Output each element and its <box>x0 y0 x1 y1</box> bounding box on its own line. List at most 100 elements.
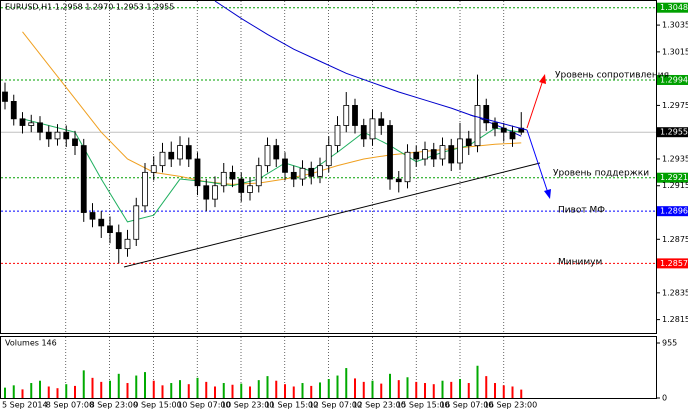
y-tick-label: 1.3035 <box>662 21 688 30</box>
level-box <box>657 127 688 138</box>
candle-body <box>98 218 105 227</box>
level-box <box>657 258 688 269</box>
candle-body <box>387 125 393 180</box>
plot <box>2 0 525 398</box>
candle-body <box>229 171 236 180</box>
x-tick-label: 12 Sep 07:00 <box>309 401 362 410</box>
annotation: Минимум <box>558 258 602 268</box>
x-tick-label: 10 Sep 07:00 <box>177 401 230 410</box>
arrow-down-head <box>544 189 551 199</box>
x-tick-label: 12 Sep 23:00 <box>352 401 405 410</box>
candle-body <box>89 212 96 220</box>
candle-body <box>422 149 428 160</box>
candle-body <box>124 238 131 250</box>
candle-body <box>63 131 70 140</box>
candle-body <box>45 131 52 140</box>
level-box <box>657 206 688 217</box>
candle-body <box>352 105 358 126</box>
candle-body <box>238 178 245 193</box>
candle-body <box>378 118 385 126</box>
moving-average <box>22 31 522 185</box>
candle-body <box>220 171 227 187</box>
candle-body <box>325 145 332 167</box>
candle-body <box>194 158 201 187</box>
candle-body <box>28 122 35 126</box>
candle-body <box>72 138 78 146</box>
candle-body <box>264 145 271 167</box>
levels <box>1 2 688 269</box>
y-tick-label: 1.3015 <box>662 47 688 56</box>
candle-body <box>430 149 437 160</box>
candle-body <box>133 205 140 240</box>
candle-body <box>500 127 507 133</box>
x-tick-label: 8 Sep 23:00 <box>90 401 138 410</box>
grid <box>65 1 660 399</box>
candle-body <box>212 185 218 200</box>
candle-body <box>483 105 490 124</box>
candle-body <box>255 165 262 187</box>
candle-body <box>404 151 411 183</box>
level-box <box>657 74 688 85</box>
chart-title: EURUSD,H1 1.2958 1.2970 1.2953 1.2955 <box>5 3 174 12</box>
price-panel <box>0 0 657 334</box>
x-tick-label: 16 Sep 07:00 <box>440 401 493 410</box>
level-label: 1.2921 <box>660 173 688 182</box>
level-box <box>657 172 688 183</box>
candle-body <box>474 105 481 146</box>
y-tick-label: 1.2835 <box>662 288 688 297</box>
candle-body <box>299 167 306 180</box>
volume-panel <box>0 336 657 399</box>
level-label: 1.2955 <box>660 128 688 137</box>
candle-body <box>80 145 87 213</box>
candle-body <box>142 171 148 207</box>
moving-average <box>22 118 522 223</box>
x-tick-label: 9 Sep 15:00 <box>133 401 181 410</box>
volume-tick-label: 955 <box>662 339 677 348</box>
candle-body <box>360 125 367 140</box>
arrow-up <box>526 79 544 129</box>
volume-tick-label: 0 <box>662 394 667 403</box>
candle-body <box>317 165 323 177</box>
candle-body <box>492 122 498 129</box>
candle-body <box>308 167 315 177</box>
y-tick-label: 1.2915 <box>662 181 688 190</box>
level-label: 1.3048 <box>660 3 688 12</box>
candle-body <box>509 131 516 140</box>
candle-body <box>343 105 350 126</box>
candle-body <box>10 101 17 120</box>
resistance-trendline <box>469 114 528 131</box>
candle-body <box>247 185 253 193</box>
y-tick-label: 1.2935 <box>662 154 688 163</box>
level-label: 1.2857 <box>660 259 688 268</box>
x-tick-label: 5 Sep 2014 <box>2 401 48 410</box>
level-label: 1.2994 <box>660 75 688 84</box>
candle-body <box>185 145 192 160</box>
annotation: Уровень сопротивления <box>555 71 669 81</box>
candle-body <box>2 91 8 102</box>
volume-title: Volumes 146 <box>5 339 57 348</box>
annotation: Уровень поддержки <box>553 169 649 179</box>
candle-body <box>465 138 472 146</box>
level-box <box>657 2 688 13</box>
y-tick-label: 1.2815 <box>662 315 688 324</box>
x-tick-label: 10 Sep 23:00 <box>221 401 274 410</box>
x-tick-label: 8 Sep 07:00 <box>46 401 94 410</box>
candle-body <box>54 131 61 140</box>
candle-body <box>150 165 157 173</box>
candle-body <box>369 118 376 140</box>
candle-body <box>448 145 455 164</box>
candle-body <box>177 145 183 160</box>
candle-body <box>334 125 341 146</box>
candle-body <box>273 145 280 160</box>
level-label: 1.2896 <box>660 207 688 216</box>
candle-body <box>37 122 43 133</box>
candle-body <box>107 225 113 233</box>
candle-body <box>439 145 446 160</box>
support-trendline <box>123 162 541 268</box>
candle-body <box>168 151 175 160</box>
candle-body <box>203 185 210 200</box>
candle-body <box>115 232 122 250</box>
y-tick-label: 1.2875 <box>662 235 688 244</box>
candle-body <box>282 158 288 173</box>
